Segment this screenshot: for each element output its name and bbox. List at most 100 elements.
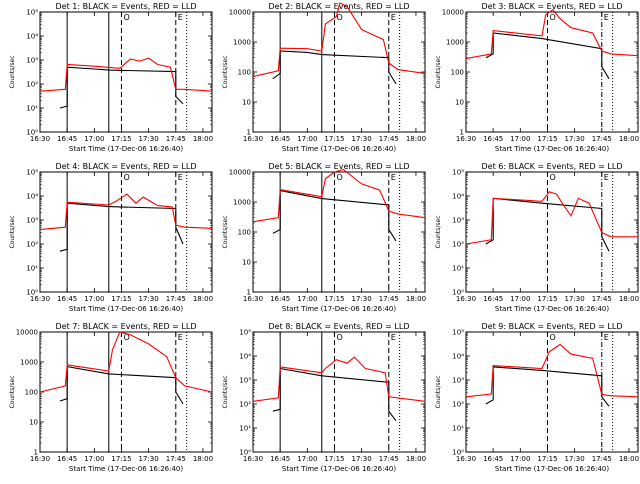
x-tick-label: 16:30 xyxy=(456,135,476,143)
x-tick-label: 17:30 xyxy=(565,135,585,143)
y-tick-label: 10000 xyxy=(229,9,251,17)
y-tick-label: 10¹ xyxy=(239,425,251,433)
plot-frame xyxy=(465,171,639,293)
events-series-line xyxy=(485,32,610,79)
lld-series-line xyxy=(465,191,638,245)
x-tick-label: 16:30 xyxy=(456,295,476,303)
y-tick-label: 10³ xyxy=(26,217,38,225)
x-tick-label: 17:00 xyxy=(84,455,104,463)
event-marker: E xyxy=(178,13,183,22)
chart-panel-6: Det 6: BLACK = Events, RED = LLD Counts/s… xyxy=(435,162,639,313)
event-marker: E xyxy=(178,333,183,342)
x-tick-label: 17:30 xyxy=(139,455,159,463)
x-tick-label: 17:00 xyxy=(297,295,317,303)
chart-panel-1: Det 1: BLACK = Events, RED = LLD Counts/s… xyxy=(9,2,213,153)
y-axis-label: Counts/sec xyxy=(435,215,442,248)
x-tick-label: 17:45 xyxy=(592,135,612,143)
y-tick-label: 10⁵ xyxy=(452,329,464,337)
chart-title: Det 7: BLACK = Events, RED = LLD xyxy=(56,322,197,331)
x-axis-label: Start Time (17-Dec-06 16:26:40) xyxy=(282,465,396,473)
y-tick-label: 10² xyxy=(452,241,464,249)
chart-title: Det 3: BLACK = Events, RED = LLD xyxy=(482,2,623,11)
lld-series-line xyxy=(39,331,213,393)
x-tick-label: 17:00 xyxy=(510,135,530,143)
x-axis-label: Start Time (17-Dec-06 16:26:40) xyxy=(495,465,609,473)
x-tick-label: 16:30 xyxy=(30,135,50,143)
y-tick-label: 10⁴ xyxy=(26,33,38,41)
y-tick-label: 10² xyxy=(239,401,251,409)
y-tick-label: 10³ xyxy=(452,377,464,385)
y-tick-label: 10 xyxy=(242,259,251,267)
event-marker: O xyxy=(336,13,342,22)
x-tick-label: 17:15 xyxy=(537,135,557,143)
x-tick-label: 16:30 xyxy=(456,455,476,463)
event-marker: O xyxy=(123,333,129,342)
x-tick-label: 17:00 xyxy=(297,455,317,463)
event-marker: E xyxy=(391,173,396,182)
chart-panel-3: Det 3: BLACK = Events, RED = LLD Counts/s… xyxy=(435,2,639,153)
y-tick-label: 10⁵ xyxy=(26,169,38,177)
x-tick-label: 17:15 xyxy=(537,295,557,303)
y-tick-label: 10⁰ xyxy=(26,129,38,137)
y-tick-label: 10000 xyxy=(229,169,251,177)
chart-title: Det 8: BLACK = Events, RED = LLD xyxy=(269,322,410,331)
y-tick-label: 10¹ xyxy=(26,105,38,113)
plot-frame xyxy=(39,11,213,133)
y-tick-label: 1000 xyxy=(233,39,251,47)
events-series-line xyxy=(485,366,610,407)
x-tick-label: 17:15 xyxy=(111,455,131,463)
x-tick-label: 16:45 xyxy=(483,135,503,143)
x-tick-label: 17:45 xyxy=(166,455,186,463)
x-tick-label: 17:30 xyxy=(352,295,372,303)
x-tick-label: 16:30 xyxy=(243,135,263,143)
x-tick-label: 18:00 xyxy=(406,135,426,143)
y-tick-label: 1000 xyxy=(233,199,251,207)
x-axis-label: Start Time (17-Dec-06 16:26:40) xyxy=(282,145,396,153)
x-tick-label: 17:15 xyxy=(324,295,344,303)
y-tick-label: 100 xyxy=(25,389,38,397)
x-tick-label: 17:15 xyxy=(537,455,557,463)
chart-panel-5: Det 5: BLACK = Events, RED = LLD Counts/s… xyxy=(222,162,426,313)
chart-title: Det 1: BLACK = Events, RED = LLD xyxy=(56,2,197,11)
x-tick-label: 18:00 xyxy=(406,455,426,463)
x-tick-label: 18:00 xyxy=(619,295,639,303)
chart-panel-4: Det 4: BLACK = Events, RED = LLD Counts/s… xyxy=(9,162,213,313)
event-marker: O xyxy=(549,333,555,342)
x-tick-label: 17:00 xyxy=(84,295,104,303)
y-tick-label: 10⁵ xyxy=(239,329,251,337)
y-tick-label: 10 xyxy=(29,419,38,427)
y-tick-label: 100 xyxy=(451,69,464,77)
y-axis-label: Counts/sec xyxy=(435,55,442,88)
x-tick-label: 16:45 xyxy=(483,295,503,303)
y-tick-label: 100 xyxy=(238,229,251,237)
y-axis-label: Counts/sec xyxy=(222,215,229,248)
y-tick-label: 10⁰ xyxy=(452,289,464,297)
x-tick-label: 16:30 xyxy=(30,295,50,303)
lld-series-line xyxy=(252,2,426,78)
event-marker: E xyxy=(604,173,609,182)
y-tick-label: 10² xyxy=(26,81,38,89)
y-tick-label: 10² xyxy=(452,401,464,409)
lld-series-line xyxy=(252,356,426,402)
y-tick-label: 10 xyxy=(455,99,464,107)
lld-series-line xyxy=(465,8,639,60)
x-tick-label: 17:45 xyxy=(592,295,612,303)
event-marker: E xyxy=(391,13,396,22)
x-tick-label: 16:45 xyxy=(483,455,503,463)
y-tick-label: 10³ xyxy=(26,57,38,65)
event-marker: O xyxy=(123,13,129,22)
events-series-line xyxy=(59,202,184,252)
chart-title: Det 9: BLACK = Events, RED = LLD xyxy=(482,322,623,331)
y-tick-label: 10000 xyxy=(16,329,38,337)
x-axis-label: Start Time (17-Dec-06 16:26:40) xyxy=(282,305,396,313)
event-marker: O xyxy=(336,333,342,342)
x-tick-label: 18:00 xyxy=(193,295,213,303)
y-tick-label: 100 xyxy=(238,69,251,77)
x-tick-label: 17:15 xyxy=(111,295,131,303)
x-axis-label: Start Time (17-Dec-06 16:26:40) xyxy=(495,145,609,153)
y-tick-label: 10⁴ xyxy=(452,193,464,201)
y-tick-label: 10⁰ xyxy=(239,449,251,457)
plot-frame xyxy=(252,331,426,453)
lld-series-line xyxy=(252,168,426,223)
